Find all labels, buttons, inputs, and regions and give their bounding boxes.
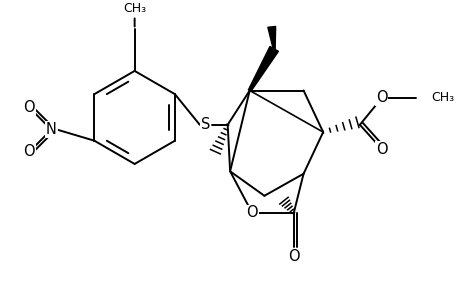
Text: O: O [375,142,387,157]
Text: S: S [201,117,210,132]
Polygon shape [267,26,275,49]
Text: O: O [287,250,299,265]
Text: O: O [23,144,35,159]
Text: N: N [46,122,57,137]
Text: O: O [246,206,257,220]
Text: CH₃: CH₃ [123,2,146,15]
Text: CH₃: CH₃ [430,91,453,104]
Text: O: O [375,90,387,105]
Text: O: O [23,100,35,115]
Polygon shape [248,46,278,91]
